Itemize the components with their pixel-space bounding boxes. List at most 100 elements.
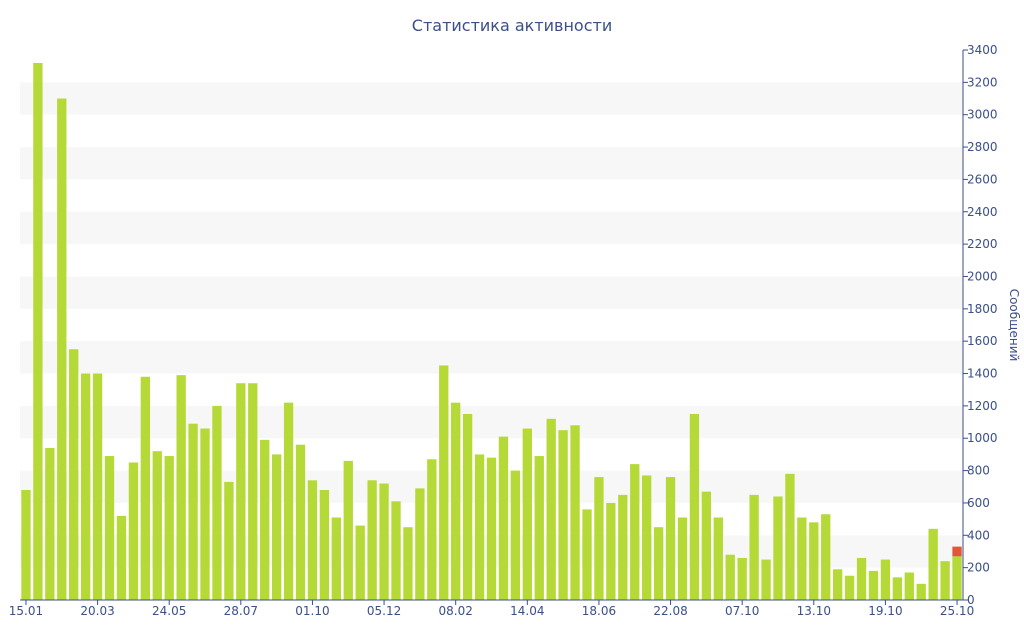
bar — [212, 405, 222, 600]
bar — [116, 515, 127, 600]
bar — [952, 556, 962, 600]
grid-band — [20, 147, 963, 180]
y-tick-label: 3200 — [967, 75, 998, 89]
y-tick-label: 3400 — [967, 43, 998, 57]
bar — [856, 557, 867, 600]
x-tick-label: 24.05 — [152, 604, 186, 618]
y-tick-label: 600 — [967, 496, 990, 510]
x-tick-label: 14.04 — [510, 604, 544, 618]
bar — [486, 457, 497, 600]
bar — [630, 464, 640, 600]
x-axis: 15.01 20.03 24.05 28.07 01.10 05.12 08.02 14.04… — [9, 599, 974, 618]
bar — [415, 488, 425, 600]
bar — [21, 490, 31, 600]
bar — [642, 475, 652, 600]
bar — [773, 496, 783, 600]
bar — [844, 575, 855, 600]
bar-highlight-segment — [952, 546, 962, 557]
y-tick-label: 2800 — [967, 140, 998, 154]
bar — [689, 413, 700, 600]
bar — [916, 583, 926, 600]
bar — [176, 375, 186, 600]
bar — [104, 456, 115, 600]
bar — [594, 477, 604, 600]
x-tick-label: 07.10 — [725, 604, 759, 618]
y-tick-label: 1000 — [967, 431, 998, 445]
bar — [606, 502, 616, 600]
x-tick-label: 05.12 — [367, 604, 401, 618]
y-tick-label: 1200 — [967, 399, 998, 413]
bar — [498, 436, 509, 600]
y-tick-label: 3000 — [967, 108, 998, 122]
bar — [653, 527, 664, 600]
bar — [283, 402, 294, 600]
bar — [260, 439, 270, 600]
bar — [367, 480, 377, 600]
bar — [534, 456, 544, 600]
y-axis-label: Сообщений — [1007, 289, 1021, 362]
bar — [236, 383, 246, 600]
y-tick-label: 1800 — [967, 302, 998, 316]
x-tick-label: 25.10 — [940, 604, 974, 618]
bar — [904, 572, 914, 600]
bar — [128, 462, 139, 600]
bar — [427, 459, 437, 600]
bar — [546, 418, 556, 600]
bar — [582, 509, 592, 600]
bar — [713, 517, 723, 600]
bar — [188, 423, 198, 600]
bar — [880, 559, 891, 600]
y-axis: 0 200 400 600 800 1000 1200 1400 1600 1800 2000 220… — [962, 43, 998, 607]
x-tick-label: 28.07 — [224, 604, 258, 618]
chart-title: Статистика активности — [412, 16, 612, 35]
bar — [892, 577, 903, 600]
x-tick-label: 08.02 — [439, 604, 473, 618]
bar — [928, 528, 938, 600]
x-tick-label: 20.03 — [80, 604, 114, 618]
bar — [307, 480, 318, 600]
grid-band — [20, 405, 963, 439]
grid-band — [20, 341, 963, 374]
bar — [140, 376, 150, 600]
bar — [343, 460, 353, 600]
bar — [701, 491, 712, 600]
y-tick-label: 800 — [967, 464, 990, 478]
bar — [69, 349, 79, 600]
grid-bands — [20, 82, 963, 568]
bar — [403, 527, 413, 600]
bar — [355, 525, 365, 600]
y-tick-label: 1600 — [967, 334, 998, 348]
bar — [164, 456, 174, 600]
bar — [319, 490, 330, 600]
bar — [295, 444, 306, 600]
bar — [558, 430, 568, 600]
bar — [868, 570, 879, 600]
x-tick-label: 15.01 — [9, 604, 43, 618]
y-tick-label: 1400 — [967, 367, 998, 381]
bar — [785, 473, 795, 600]
bar — [379, 483, 389, 600]
bar — [737, 557, 747, 600]
bar — [200, 428, 210, 600]
grid-band — [20, 276, 963, 309]
bar — [391, 501, 401, 600]
y-tick-label: 200 — [967, 561, 990, 575]
bar — [331, 517, 341, 600]
bar-series — [21, 62, 962, 601]
bar — [570, 425, 580, 600]
y-tick-label: 2400 — [967, 205, 998, 219]
x-tick-label: 13.10 — [797, 604, 831, 618]
bar — [248, 383, 258, 600]
y-tick-label: 2000 — [967, 269, 998, 283]
bar — [152, 451, 162, 600]
bar — [833, 569, 843, 600]
bar — [439, 365, 449, 600]
bar — [271, 454, 282, 600]
bar — [797, 517, 807, 600]
bar — [749, 494, 759, 600]
grid-band — [20, 211, 963, 245]
bar — [462, 413, 473, 600]
bar — [33, 62, 43, 601]
